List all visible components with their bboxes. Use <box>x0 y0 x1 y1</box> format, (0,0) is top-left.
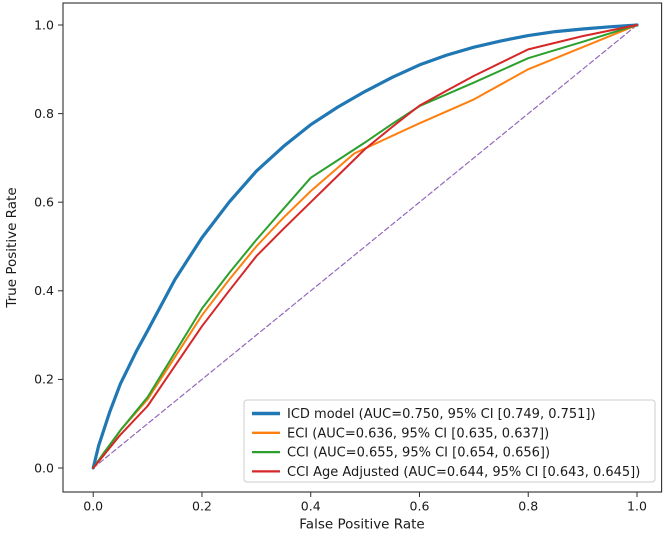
y-axis-label: True Positive Rate <box>4 187 20 308</box>
y-tick-label: 0.4 <box>34 283 54 298</box>
legend-label: CCI (AUC=0.655, 95% CI [0.654, 0.656]) <box>287 446 550 461</box>
y-tick-label: 0.6 <box>34 195 54 210</box>
legend: ICD model (AUC=0.750, 95% CI [0.749, 0.7… <box>243 399 656 483</box>
legend-box <box>243 399 656 483</box>
legend-label: CCI Age Adjusted (AUC=0.644, 95% CI [0.6… <box>287 465 640 480</box>
plot-area-frame <box>62 2 663 493</box>
x-tick-label: 0.4 <box>301 499 321 514</box>
x-tick-label: 0.2 <box>192 499 212 514</box>
x-tick-label: 0.8 <box>518 499 538 514</box>
y-tick-label: 0.2 <box>34 372 54 387</box>
x-tick-label: 1.0 <box>627 499 647 514</box>
y-tick-label: 0.8 <box>34 106 54 121</box>
roc-curve-series <box>92 24 638 469</box>
roc-curve-series <box>91 23 639 470</box>
legend-label: ICD model (AUC=0.750, 95% CI [0.749, 0.7… <box>287 407 596 422</box>
x-tick-label: 0.6 <box>410 499 430 514</box>
y-axis-ticks: 0.0 0.2 0.4 0.6 0.8 1.0 <box>34 17 63 475</box>
roc-curve-series <box>92 24 638 469</box>
y-tick-label: 1.0 <box>34 17 54 32</box>
x-tick-label: 0.0 <box>83 499 103 514</box>
roc-curve-reference <box>92 24 638 469</box>
legend-label: ECI (AUC=0.636, 95% CI [0.635, 0.637]) <box>287 426 549 441</box>
x-axis-ticks: 0.0 0.2 0.4 0.6 0.8 1.0 <box>83 492 647 514</box>
x-axis-label: False Positive Rate <box>299 517 424 533</box>
y-tick-label: 0.0 <box>34 460 54 475</box>
roc-curves <box>91 23 639 470</box>
